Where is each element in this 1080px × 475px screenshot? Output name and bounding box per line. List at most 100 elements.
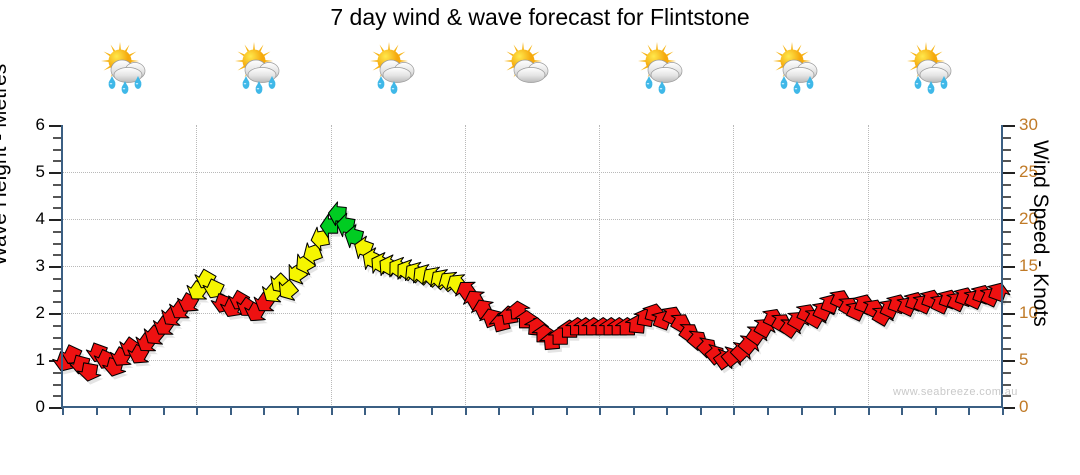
- tick-bottom: [229, 407, 232, 415]
- tick-left-minor: [53, 242, 62, 245]
- tick-label-right: 10: [1019, 303, 1038, 322]
- sun-cloud-rain-icon: [367, 40, 429, 96]
- tick-bottom: [733, 407, 736, 415]
- tick-bottom: [867, 407, 870, 415]
- plot-area: 0 1 2 3 4 5 6 0 5 10 15 20 25 30: [36, 115, 1038, 416]
- tick-label-left: 0: [35, 397, 45, 416]
- tick-bottom: [129, 407, 132, 415]
- tick-bottom: [632, 407, 635, 415]
- tick-label-right: 30: [1019, 115, 1038, 134]
- gridline-horizontal: [62, 266, 1002, 267]
- tick-left: [49, 172, 62, 174]
- tick-label-left: 3: [35, 256, 45, 275]
- axis-title-left: Wave Height - Metres: [0, 63, 11, 266]
- tick-left-minor: [53, 301, 62, 304]
- gridline-horizontal: [62, 172, 1002, 173]
- tick-bottom: [196, 407, 199, 415]
- tick-left-minor: [53, 136, 62, 139]
- tick-bottom: [464, 407, 467, 415]
- tick-label-left: 1: [35, 350, 45, 369]
- tick-label-left: 4: [35, 209, 45, 228]
- wind-arrow: [261, 282, 284, 303]
- tick-bottom: [162, 407, 165, 415]
- tick-right-minor: [1002, 183, 1011, 186]
- page-title: 7 day wind & wave forecast for Flintston…: [330, 4, 750, 30]
- tick-label-left: 2: [35, 303, 45, 322]
- tick-bottom: [834, 407, 837, 415]
- gridline-day-boundary: [196, 125, 198, 407]
- gridline-day-boundary: [599, 125, 601, 407]
- tick-bottom: [1002, 407, 1004, 415]
- day-header-friday: [61, 36, 197, 96]
- tick-right: [1002, 172, 1015, 174]
- day-header-saturday: [195, 36, 331, 96]
- gridline-day-boundary: [330, 125, 332, 407]
- tick-right-minor: [1002, 301, 1011, 304]
- axis-title-right: Wind Speed - Knots: [1029, 140, 1052, 327]
- tick-bottom: [934, 407, 937, 415]
- tick-right-minor: [1002, 336, 1011, 339]
- tick-right-minor: [1002, 395, 1011, 398]
- tick-bottom: [532, 407, 534, 415]
- tick-bottom: [62, 407, 64, 415]
- tick-left-minor: [53, 371, 62, 374]
- tick-bottom: [767, 407, 769, 415]
- tick-left-minor: [53, 289, 62, 292]
- tick-bottom: [800, 407, 803, 415]
- tick-bottom: [95, 407, 98, 415]
- tick-left-minor: [53, 207, 62, 210]
- tick-bottom: [330, 407, 333, 415]
- tick-right-minor: [1002, 277, 1011, 280]
- watermark: www.seabreeze.com.au: [893, 386, 1018, 398]
- wind-arrow: [202, 278, 226, 299]
- tick-left-minor: [53, 324, 62, 327]
- tick-bottom: [364, 407, 367, 415]
- sun-cloud-rain-icon: [770, 40, 832, 96]
- tick-left: [49, 266, 62, 268]
- tick-left-minor: [53, 348, 62, 351]
- axis-line-left: [61, 125, 63, 408]
- tick-right-minor: [1002, 324, 1011, 327]
- day-header-monday: [464, 36, 600, 96]
- tick-left: [49, 125, 62, 127]
- tick-bottom: [599, 407, 602, 415]
- tick-right-minor: [1002, 207, 1011, 210]
- tick-left-minor: [53, 277, 62, 280]
- tick-label-right: 5: [1019, 350, 1029, 369]
- tick-right: [1002, 407, 1015, 409]
- tick-bottom: [666, 407, 669, 415]
- tick-right-minor: [1002, 371, 1011, 374]
- day-header-wednesday: [733, 36, 869, 96]
- axis-line-right: [1001, 125, 1003, 408]
- tick-left-minor: [53, 395, 62, 398]
- tick-right-minor: [1002, 242, 1011, 245]
- tick-right-minor: [1002, 383, 1011, 386]
- axis-line-bottom: [61, 406, 1003, 408]
- sun-cloud-rain-icon: [904, 40, 966, 96]
- sun-cloud-rain-icon: [232, 40, 294, 96]
- tick-bottom: [968, 407, 971, 415]
- tick-right: [1002, 266, 1015, 268]
- tick-right-minor: [1002, 160, 1011, 163]
- tick-right-minor: [1002, 254, 1011, 257]
- tick-left-minor: [53, 383, 62, 386]
- tick-bottom: [565, 407, 568, 415]
- tick-left-minor: [53, 195, 62, 198]
- tick-bottom: [431, 407, 434, 415]
- wind-arrow: [143, 324, 166, 345]
- tick-bottom: [297, 407, 299, 415]
- gridline-horizontal: [62, 219, 1002, 220]
- tick-right-minor: [1002, 348, 1011, 351]
- tick-bottom: [263, 407, 266, 415]
- tick-left: [49, 313, 62, 315]
- day-header-sunday: [330, 36, 466, 96]
- wind-arrow-series: [52, 201, 1013, 385]
- day-header-thursday: [867, 36, 1003, 96]
- sun-cloud-rain-icon: [635, 40, 697, 96]
- tick-right: [1002, 219, 1015, 221]
- tick-right-minor: [1002, 230, 1011, 233]
- tick-left-minor: [53, 160, 62, 163]
- tick-left-minor: [53, 254, 62, 257]
- tick-left-minor: [53, 183, 62, 186]
